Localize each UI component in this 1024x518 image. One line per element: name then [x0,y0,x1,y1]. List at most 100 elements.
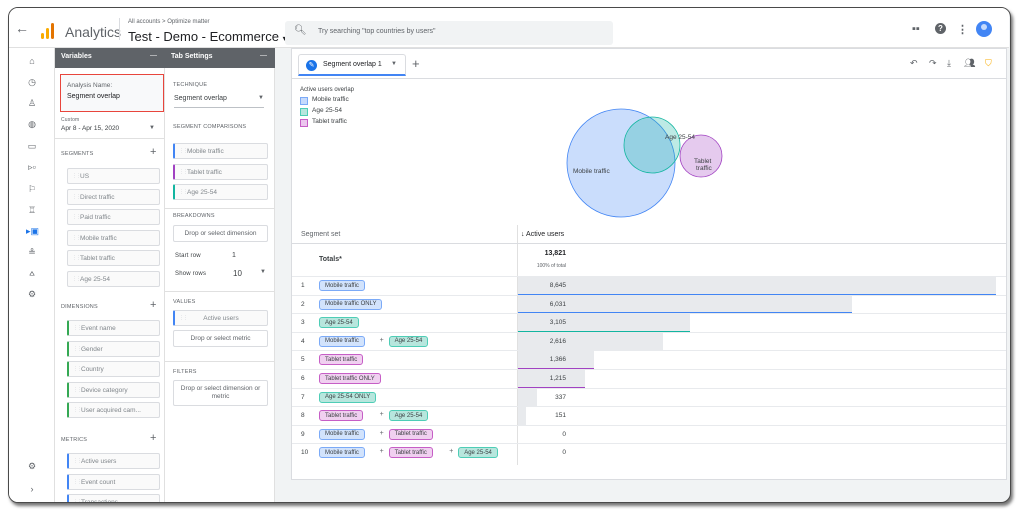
dim-chip[interactable]: Country [67,361,160,377]
seg-chip[interactable]: Paid traffic [67,209,160,225]
segment-pill: Mobile traffic [319,335,365,347]
top-bar: ← Analytics All accounts > Optimize matt… [9,8,1009,48]
divider [165,208,275,209]
minimize-icon[interactable]: — [260,52,267,59]
tab-settings-panel: Tab Settings — TECHNIQUE Segment overlap ▼… [165,48,275,502]
seg-chip[interactable]: US [67,168,160,184]
redo-icon[interactable]: ↷ [929,58,937,68]
panel-header: Tab Settings — [165,48,275,68]
settings-gear-icon[interactable]: ⚙ [27,461,37,471]
table-row[interactable]: 10 Mobile traffic + Tablet traffic + Age 25-5… [292,443,1006,462]
value-chip-active-users[interactable]: Active users [173,310,268,326]
row-number: 1 [301,282,305,289]
add-tab-icon[interactable]: + [412,56,420,71]
row-number: 10 [301,449,309,457]
table-row[interactable]: 1 Mobile traffic 8,645 [292,276,1006,295]
seg-chip[interactable]: Tablet traffic [67,250,160,266]
hierarchy-icon[interactable]: ⩟ [29,268,35,278]
dim-chip[interactable]: Event name [67,320,160,336]
row-number: 5 [301,356,305,364]
legend-item-mobile: Mobile traffic [300,96,354,107]
debug-icon[interactable]: ⚙ [27,289,37,299]
seg-chip[interactable]: Mobile traffic [67,229,160,246]
expand-chevron-icon[interactable]: › [30,484,34,494]
venn-circle-age[interactable] [623,116,681,174]
globe-icon[interactable]: ◍ [28,119,36,129]
download-icon[interactable]: ⤓ [947,58,951,68]
panel-title: Variables [61,53,92,60]
analysis-name-field[interactable]: Analysis Name: Segment overlap [60,74,164,112]
values-label: VALUES [173,299,196,305]
property-selector[interactable]: Test - Demo - Ecommerce ▾ [128,29,287,44]
shield-icon[interactable]: ⛉ [985,58,992,68]
caret-down-icon: ▼ [258,95,264,101]
dimensions-label: DIMENSIONS [61,304,98,310]
add-metric-icon[interactable]: + [150,432,157,444]
table-row[interactable]: 6 Tablet traffic ONLY 1,215 [292,369,1006,388]
analysis-icon[interactable]: ▸▣ [26,226,40,236]
conversions-icon[interactable]: ♖ [27,205,37,215]
legend-item-tablet: Tablet traffic [300,118,354,129]
table-row[interactable]: 9 Mobile traffic + Tablet traffic 0 [292,424,1006,444]
segment-comparison-chip[interactable]: Tablet traffic [173,163,268,180]
seg-chip[interactable]: Age 25-54 [67,270,160,287]
nav-rail: ⌂ ◷ ♙ ◍ ▭ ▹▫ ⚐ ♖ ▸▣ ≗ ⩟ ⚙ ⚙ › [9,48,55,502]
segment-pill: Tablet traffic [388,447,433,459]
value-bar [518,295,852,314]
start-row-input[interactable]: 1 [232,252,236,259]
venn-circle-tablet[interactable] [679,134,723,178]
metric-drop-zone[interactable]: Drop or select metric [173,330,268,347]
apps-grid-icon[interactable]: ▪▪ [912,23,920,35]
home-icon[interactable]: ⌂ [29,56,35,66]
users-list-icon[interactable]: ≗ [28,247,36,257]
plus-icon: + [379,411,384,419]
date-range-select[interactable]: Apr 8 - Apr 15, 2020 ▼ [61,125,155,132]
dim-chip[interactable]: User acquired cam... [67,402,160,418]
table-row[interactable]: 5 Tablet traffic 1,366 [292,350,1006,370]
card-icon[interactable]: ▭ [27,141,37,151]
filter-drop-zone[interactable]: Drop or select dimension or metric [173,380,268,406]
audience-person-icon[interactable]: ♙ [27,98,37,108]
add-segment-icon[interactable]: + [150,146,157,158]
met-chip[interactable]: Active users [67,453,160,469]
segment-comparison-chip[interactable]: Mobile traffic [173,143,268,159]
caret-down-icon[interactable]: ▼ [391,61,397,67]
undo-icon[interactable]: ↶ [910,58,918,68]
table-row[interactable]: 8 Tablet traffic + Age 25-54 151 [292,406,1006,426]
back-arrow-icon[interactable]: ← [15,20,29,36]
header-active-users[interactable]: ↓ Active users [521,231,565,238]
devices-icon[interactable]: ▹▫ [28,162,36,172]
table-row[interactable]: 2 Mobile traffic ONLY 6,031 [292,294,1006,314]
technique-select[interactable]: Segment overlap ▼ [174,95,264,102]
venn-label-mobile: Mobile traffic [573,168,610,175]
table-row[interactable]: 7 Age 25-54 ONLY 337 [292,387,1006,407]
breakdown-drop-zone[interactable]: Drop or select dimension [173,225,268,242]
minimize-icon[interactable]: — [150,52,157,59]
venn-diagram: Mobile traffic Age 25-54 Tablet traffic [566,108,723,218]
avatar[interactable] [976,21,992,37]
tab-segment-overlap-1[interactable]: ✎ Segment overlap 1 ▼ [298,54,406,76]
row-number: 2 [301,300,305,308]
divider [165,291,275,292]
search-input[interactable]: 🔍︎ Try searching "top countries by users… [285,21,613,45]
more-vert-icon[interactable]: ⋮ [957,24,968,36]
date-custom-label: Custom [61,117,80,123]
dim-chip[interactable]: Gender [67,340,160,357]
met-chip[interactable]: Transactions [67,494,160,502]
table-row[interactable]: 4 Mobile traffic + Age 25-54 2,616 [292,331,1006,351]
realtime-clock-icon[interactable]: ◷ [28,77,36,87]
header-segment-set[interactable]: Segment set [301,231,341,238]
share-users-icon[interactable]: 👥︎ [964,58,976,68]
help-icon[interactable]: ? [935,23,946,34]
table-row[interactable]: 3 Age 25-54 3,105 [292,313,1006,333]
segment-comparison-chip[interactable]: Age 25-54 [173,184,268,200]
dim-chip[interactable]: Device category [67,381,160,398]
met-chip[interactable]: Event count [67,473,160,490]
show-rows-select[interactable]: 10 ▼ [233,269,266,278]
breadcrumb[interactable]: All accounts > Optimize matter [128,19,210,25]
flag-icon[interactable]: ⚐ [27,184,37,194]
seg-chip[interactable]: Direct traffic [67,188,160,205]
add-dimension-icon[interactable]: + [150,299,157,311]
venn-circle-mobile[interactable] [566,108,676,218]
date-range-value: Apr 8 - Apr 15, 2020 [61,125,120,132]
